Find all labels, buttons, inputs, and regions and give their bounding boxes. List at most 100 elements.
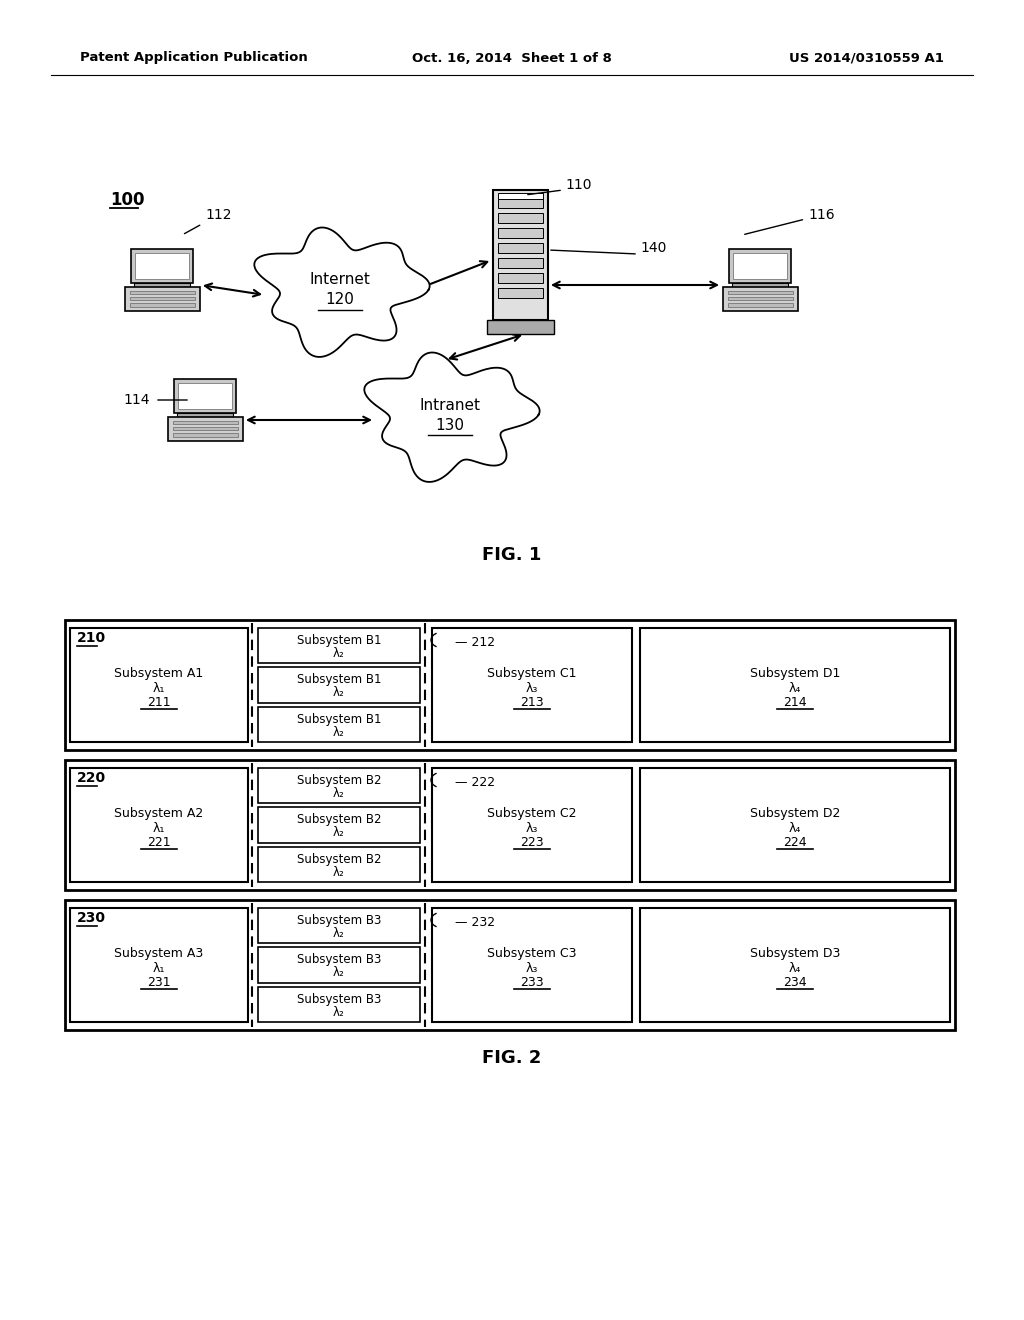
Text: 231: 231 <box>147 977 171 990</box>
Polygon shape <box>365 352 540 482</box>
Text: Subsystem B1: Subsystem B1 <box>297 634 381 647</box>
Text: λ₂: λ₂ <box>333 966 345 979</box>
Text: Subsystem B3: Subsystem B3 <box>297 915 381 927</box>
Text: 211: 211 <box>147 697 171 710</box>
FancyBboxPatch shape <box>172 426 238 430</box>
FancyBboxPatch shape <box>129 304 195 306</box>
FancyBboxPatch shape <box>640 628 950 742</box>
Text: Subsystem D3: Subsystem D3 <box>750 946 840 960</box>
FancyBboxPatch shape <box>498 198 543 209</box>
FancyBboxPatch shape <box>723 286 798 312</box>
FancyBboxPatch shape <box>498 213 543 223</box>
FancyBboxPatch shape <box>125 286 200 312</box>
FancyBboxPatch shape <box>727 304 793 306</box>
FancyBboxPatch shape <box>727 290 793 294</box>
FancyBboxPatch shape <box>732 282 787 286</box>
FancyBboxPatch shape <box>498 273 543 282</box>
Text: λ₃: λ₃ <box>525 681 539 694</box>
FancyBboxPatch shape <box>134 282 189 286</box>
Text: Subsystem D1: Subsystem D1 <box>750 667 840 680</box>
Text: Subsystem B2: Subsystem B2 <box>297 813 381 826</box>
FancyBboxPatch shape <box>498 288 543 298</box>
FancyBboxPatch shape <box>172 421 238 424</box>
Text: Subsystem B3: Subsystem B3 <box>297 953 381 966</box>
FancyBboxPatch shape <box>498 243 543 253</box>
Text: λ₄: λ₄ <box>788 961 801 974</box>
FancyBboxPatch shape <box>258 808 420 842</box>
Text: λ₂: λ₂ <box>333 787 345 800</box>
FancyBboxPatch shape <box>498 228 543 238</box>
Text: 110: 110 <box>565 178 592 191</box>
Text: 210: 210 <box>77 631 106 645</box>
FancyBboxPatch shape <box>640 768 950 882</box>
FancyBboxPatch shape <box>70 908 248 1022</box>
FancyBboxPatch shape <box>70 628 248 742</box>
FancyBboxPatch shape <box>727 297 793 300</box>
FancyBboxPatch shape <box>258 768 420 804</box>
Text: Patent Application Publication: Patent Application Publication <box>80 51 308 65</box>
Text: Subsystem D2: Subsystem D2 <box>750 807 840 820</box>
Text: Subsystem A2: Subsystem A2 <box>115 807 204 820</box>
FancyBboxPatch shape <box>432 908 632 1022</box>
Text: — 232: — 232 <box>455 916 496 928</box>
Text: 223: 223 <box>520 837 544 850</box>
Text: λ₂: λ₂ <box>333 647 345 660</box>
Text: 112: 112 <box>184 209 231 234</box>
Text: 120: 120 <box>326 293 354 308</box>
Text: λ₂: λ₂ <box>333 686 345 700</box>
Text: Oct. 16, 2014  Sheet 1 of 8: Oct. 16, 2014 Sheet 1 of 8 <box>412 51 612 65</box>
Text: 233: 233 <box>520 977 544 990</box>
FancyBboxPatch shape <box>258 628 420 664</box>
FancyBboxPatch shape <box>135 253 188 279</box>
Text: Subsystem C3: Subsystem C3 <box>487 946 577 960</box>
Text: λ₃: λ₃ <box>525 821 539 834</box>
Text: Internet: Internet <box>309 272 371 288</box>
FancyBboxPatch shape <box>729 248 791 282</box>
FancyBboxPatch shape <box>640 908 950 1022</box>
Text: — 212: — 212 <box>455 635 496 648</box>
FancyBboxPatch shape <box>65 760 955 890</box>
FancyBboxPatch shape <box>129 290 195 294</box>
Text: 213: 213 <box>520 697 544 710</box>
Text: 220: 220 <box>77 771 106 785</box>
Text: λ₃: λ₃ <box>525 961 539 974</box>
Text: Subsystem A3: Subsystem A3 <box>115 946 204 960</box>
FancyBboxPatch shape <box>432 768 632 882</box>
Text: Subsystem C1: Subsystem C1 <box>487 667 577 680</box>
Text: 224: 224 <box>783 837 807 850</box>
Text: λ₁: λ₁ <box>153 961 165 974</box>
Text: FIG. 1: FIG. 1 <box>482 546 542 564</box>
FancyBboxPatch shape <box>172 433 238 437</box>
Text: 116: 116 <box>744 209 835 235</box>
FancyBboxPatch shape <box>498 257 543 268</box>
Text: Subsystem B1: Subsystem B1 <box>297 713 381 726</box>
Text: λ₂: λ₂ <box>333 726 345 739</box>
Text: 230: 230 <box>77 911 106 925</box>
Text: λ₂: λ₂ <box>333 826 345 840</box>
FancyBboxPatch shape <box>258 986 420 1022</box>
FancyBboxPatch shape <box>486 319 554 334</box>
Text: Subsystem B2: Subsystem B2 <box>297 853 381 866</box>
Text: Subsystem C2: Subsystem C2 <box>487 807 577 820</box>
Text: Subsystem B2: Subsystem B2 <box>297 774 381 787</box>
Text: λ₁: λ₁ <box>153 681 165 694</box>
FancyBboxPatch shape <box>178 383 231 409</box>
FancyBboxPatch shape <box>258 908 420 944</box>
Text: λ₄: λ₄ <box>788 681 801 694</box>
Text: 140: 140 <box>640 242 667 255</box>
Text: Subsystem A1: Subsystem A1 <box>115 667 204 680</box>
Text: λ₂: λ₂ <box>333 927 345 940</box>
Text: λ₂: λ₂ <box>333 866 345 879</box>
Polygon shape <box>254 227 430 356</box>
FancyBboxPatch shape <box>70 768 248 882</box>
Text: 214: 214 <box>783 697 807 710</box>
Text: λ₁: λ₁ <box>153 821 165 834</box>
FancyBboxPatch shape <box>432 628 632 742</box>
FancyBboxPatch shape <box>258 846 420 882</box>
FancyBboxPatch shape <box>258 948 420 982</box>
FancyBboxPatch shape <box>65 620 955 750</box>
FancyBboxPatch shape <box>129 297 195 300</box>
FancyBboxPatch shape <box>168 417 243 441</box>
FancyBboxPatch shape <box>258 668 420 702</box>
Text: 100: 100 <box>110 191 144 209</box>
